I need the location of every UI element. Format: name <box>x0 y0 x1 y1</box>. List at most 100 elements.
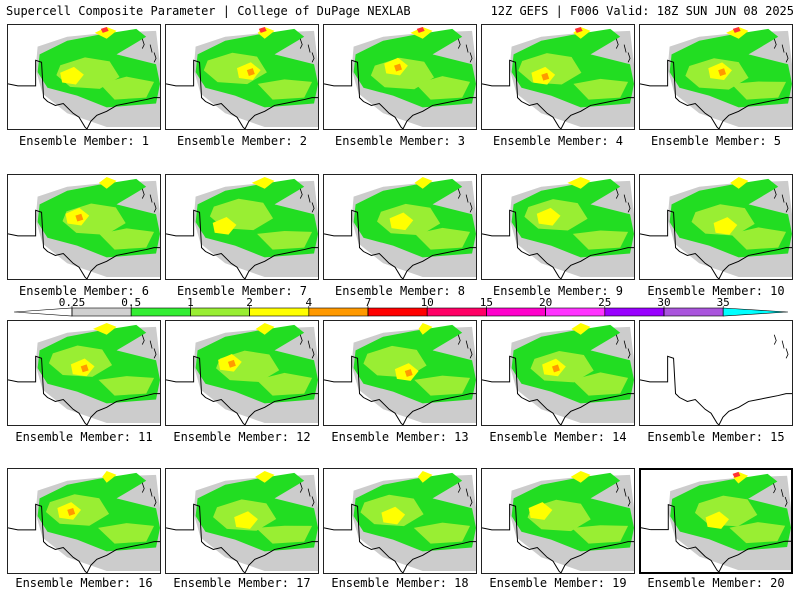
field-contour-orange <box>67 507 76 516</box>
state-border <box>153 496 157 507</box>
member-map <box>482 26 634 129</box>
field-contour-yellow <box>389 212 414 231</box>
ensemble-member-panel-2[interactable] <box>165 24 319 130</box>
colorbar-tick-label: 0.25 <box>59 296 86 309</box>
field-contour-lime <box>571 525 629 544</box>
member-map <box>482 322 634 425</box>
state-border <box>299 38 303 49</box>
state-border <box>141 38 145 49</box>
ensemble-member-panel-6[interactable] <box>7 174 161 280</box>
gulf-coastline <box>86 393 160 425</box>
gulf-coastline <box>560 247 634 279</box>
field-contour-orange <box>80 364 89 373</box>
texas-border <box>8 355 88 425</box>
ensemble-member-panel-18[interactable] <box>323 468 477 574</box>
colorbar-segment-8 <box>545 307 606 317</box>
member-map <box>641 471 791 572</box>
state-border <box>623 340 627 349</box>
state-border <box>457 334 461 345</box>
colorbar-tick-label: 0.5 <box>121 296 141 309</box>
ensemble-member-panel-9[interactable] <box>481 174 635 280</box>
state-border <box>627 202 631 213</box>
state-border <box>627 348 631 359</box>
state-border <box>615 38 619 49</box>
field-contour-yellow <box>705 511 730 529</box>
field-contour-yellow <box>102 470 117 483</box>
member-map <box>8 26 160 129</box>
state-border <box>784 496 788 507</box>
field-contour-yellow <box>726 26 749 39</box>
field-contour-yellow <box>94 26 117 39</box>
field-contour-yellow <box>536 207 561 226</box>
field-contour-yellow <box>255 322 275 335</box>
member-map <box>166 322 318 425</box>
ensemble-member-panel-20[interactable] <box>639 468 793 574</box>
gulf-coastline <box>718 247 792 279</box>
gulf-coastline <box>244 541 318 573</box>
state-border <box>465 44 469 53</box>
ensemble-member-panel-13[interactable] <box>323 320 477 426</box>
state-border <box>623 194 627 203</box>
field-contour-yellow <box>567 176 591 189</box>
state-border <box>153 52 157 63</box>
colorbar-segment-9 <box>604 307 665 317</box>
state-border <box>149 488 153 497</box>
state-border <box>773 334 777 345</box>
ensemble-member-panel-10[interactable] <box>639 174 793 280</box>
colorbar-tick-label: 25 <box>598 296 611 309</box>
state-border <box>465 488 469 497</box>
state-border <box>149 44 153 53</box>
ensemble-member-panel-7[interactable] <box>165 174 319 280</box>
state-border <box>465 194 469 203</box>
ensemble-member-panel-11[interactable] <box>7 320 161 426</box>
ensemble-member-panel-4[interactable] <box>481 24 635 130</box>
ensemble-member-panel-12[interactable] <box>165 320 319 426</box>
member-map <box>324 26 476 129</box>
field-contour-red <box>416 26 425 33</box>
ensemble-member-panel-15[interactable] <box>639 320 793 426</box>
texas-border <box>324 355 404 425</box>
ensemble-member-panel-1[interactable] <box>7 24 161 130</box>
texas-border <box>324 503 404 573</box>
ensemble-member-panel-14[interactable] <box>481 320 635 426</box>
member-label-13: Ensemble Member: 13 <box>331 430 469 444</box>
ensemble-member-panel-17[interactable] <box>165 468 319 574</box>
field-contour-yellow <box>414 176 433 189</box>
field-contour-red <box>732 26 741 33</box>
field-contour-lime <box>255 525 313 544</box>
field-contour-yellow <box>570 470 591 483</box>
colorbar-segment-0 <box>71 307 132 317</box>
state-border <box>469 202 473 213</box>
texas-border <box>482 209 562 279</box>
state-border <box>465 340 469 349</box>
field-contour-lime <box>257 231 313 250</box>
gulf-coastline <box>718 393 792 425</box>
field-contour-yellow <box>410 26 433 39</box>
colorbar-under-arrow <box>14 307 73 317</box>
ensemble-member-panel-5[interactable] <box>639 24 793 130</box>
texas-border <box>640 59 720 129</box>
ensemble-member-panel-8[interactable] <box>323 174 477 280</box>
ensemble-member-panel-16[interactable] <box>7 468 161 574</box>
state-border <box>311 496 315 507</box>
member-map <box>640 334 792 425</box>
member-map <box>482 176 634 279</box>
ensemble-member-panel-3[interactable] <box>323 24 477 130</box>
texas-border <box>640 209 720 279</box>
ensemble-member-panel-19[interactable] <box>481 468 635 574</box>
texas-border <box>482 355 562 425</box>
state-border <box>469 348 473 359</box>
state-border <box>780 489 784 498</box>
colorbar-tick-label: 1 <box>187 296 194 309</box>
colorbar-tick-label: 2 <box>246 296 253 309</box>
field-contour-lime <box>99 76 155 100</box>
field-contour-lime <box>414 227 471 250</box>
colorbar-tick-label: 20 <box>539 296 552 309</box>
gulf-coastline <box>244 393 318 425</box>
state-border <box>307 340 311 349</box>
member-map <box>8 322 160 425</box>
field-contour-lime <box>729 522 786 544</box>
field-contour-lime <box>98 376 155 396</box>
field-contour-yellow <box>381 506 406 525</box>
state-border <box>469 52 473 63</box>
